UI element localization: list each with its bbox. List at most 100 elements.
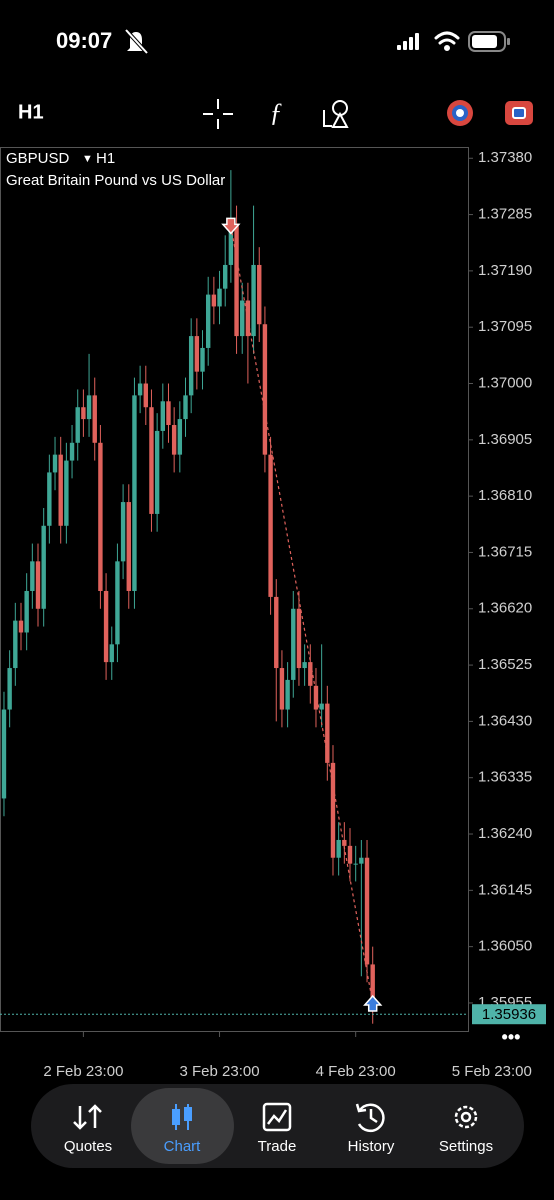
candle-body <box>336 839 341 858</box>
candle-body <box>98 442 103 591</box>
candle-body <box>177 419 183 455</box>
candle-body <box>126 502 131 591</box>
candle-body <box>154 430 160 514</box>
y-tick-label: 1.36620 <box>478 600 532 617</box>
chart-timeframe: H1 <box>96 150 115 167</box>
candle-body <box>86 395 92 420</box>
symbol-dropdown[interactable]: ▼ <box>82 153 93 165</box>
candle-body <box>291 608 296 680</box>
candle-body <box>245 300 251 337</box>
y-tick-label: 1.36240 <box>478 825 532 842</box>
nav-item[interactable]: Settings <box>439 1138 493 1155</box>
objects-button[interactable] <box>323 100 349 128</box>
candle-body <box>325 703 330 763</box>
candle-body <box>364 857 370 965</box>
trade-marker <box>363 994 383 1012</box>
candle-body <box>262 324 268 455</box>
candle-body <box>149 407 154 514</box>
plot-area <box>1 170 383 1024</box>
nav-item[interactable]: Trade <box>258 1138 297 1155</box>
chart-frame <box>0 147 469 1032</box>
candle-body <box>58 454 63 526</box>
y-tick-label: 1.37000 <box>478 374 532 391</box>
one-click-button[interactable] <box>447 100 473 126</box>
candle-body <box>120 502 126 562</box>
quotes-icon <box>73 1104 102 1130</box>
candle-body <box>353 863 358 865</box>
settings-icon <box>454 1105 478 1129</box>
candle-body <box>7 668 12 710</box>
x-tick-label: 4 Feb 23:00 <box>316 1063 396 1080</box>
candle-body <box>81 407 86 420</box>
candle-body <box>24 590 29 633</box>
x-tick-label: 5 Feb 23:00 <box>452 1063 532 1080</box>
timeframe-button[interactable]: H1 <box>18 101 44 123</box>
trade-button[interactable] <box>505 101 533 125</box>
mute-icon <box>124 28 149 55</box>
candle-body <box>370 964 375 1000</box>
candle-body <box>109 644 114 663</box>
candle-body <box>194 336 200 372</box>
candle-body <box>234 223 239 337</box>
y-tick-label: 1.36145 <box>478 881 532 898</box>
candle-body <box>64 460 69 526</box>
candle-body <box>160 401 166 431</box>
candle-body <box>217 288 222 307</box>
y-tick-label: 1.36050 <box>478 938 532 955</box>
candle-body <box>313 685 319 710</box>
candle-body <box>30 561 35 591</box>
y-tick-label: 1.37285 <box>478 206 532 223</box>
candle-body <box>296 608 302 669</box>
candle-body <box>240 300 245 337</box>
candle-body <box>188 336 194 396</box>
nav-item[interactable]: Chart <box>164 1138 202 1155</box>
y-tick-label: 1.36810 <box>478 487 532 504</box>
candle-body <box>257 264 262 325</box>
battery-icon <box>468 31 510 52</box>
candle-body <box>18 620 24 633</box>
y-tick-label: 1.36430 <box>478 712 532 729</box>
candle-body <box>200 347 205 372</box>
candle-body <box>13 620 18 669</box>
trade-icon <box>262 1102 292 1132</box>
candle-body <box>132 395 137 591</box>
candle-body <box>274 596 279 669</box>
candle-body <box>308 662 313 686</box>
candle-body <box>347 845 353 864</box>
candle-body <box>342 839 347 846</box>
candle-body <box>137 383 143 396</box>
bid-label: 1.35936 <box>482 1006 536 1023</box>
candle-body <box>183 395 188 420</box>
more-button[interactable]: ••• <box>502 1027 521 1047</box>
candle-body <box>47 472 52 526</box>
candle-body <box>330 762 336 858</box>
candle-body <box>223 264 228 289</box>
candle-body <box>285 679 290 710</box>
indicators-button[interactable]: ƒ <box>270 98 283 127</box>
y-tick-label: 1.37380 <box>478 149 532 166</box>
y-tick-label: 1.36905 <box>478 431 532 448</box>
y-tick-label: 1.37095 <box>478 318 532 335</box>
candle-body <box>359 857 364 864</box>
nav-item[interactable]: History <box>348 1138 395 1155</box>
candle-body <box>279 668 285 710</box>
candle-body <box>211 294 217 307</box>
candle-body <box>103 590 109 663</box>
crosshair-button[interactable] <box>203 99 233 129</box>
candle-body <box>69 442 75 461</box>
wifi-icon <box>434 31 460 51</box>
candle-body <box>302 662 307 669</box>
chart-icon <box>172 1104 192 1130</box>
history-icon <box>355 1103 385 1133</box>
candle-body <box>75 407 80 443</box>
x-tick-label: 3 Feb 23:00 <box>180 1063 260 1080</box>
nav-item[interactable]: Quotes <box>64 1138 112 1155</box>
candle-body <box>205 294 211 348</box>
candle-body <box>166 401 171 426</box>
candle-body <box>41 525 46 609</box>
candle-body <box>92 395 97 443</box>
clock: 09:07 <box>56 28 112 53</box>
trade-marker <box>221 217 241 235</box>
candle-body <box>171 425 177 455</box>
